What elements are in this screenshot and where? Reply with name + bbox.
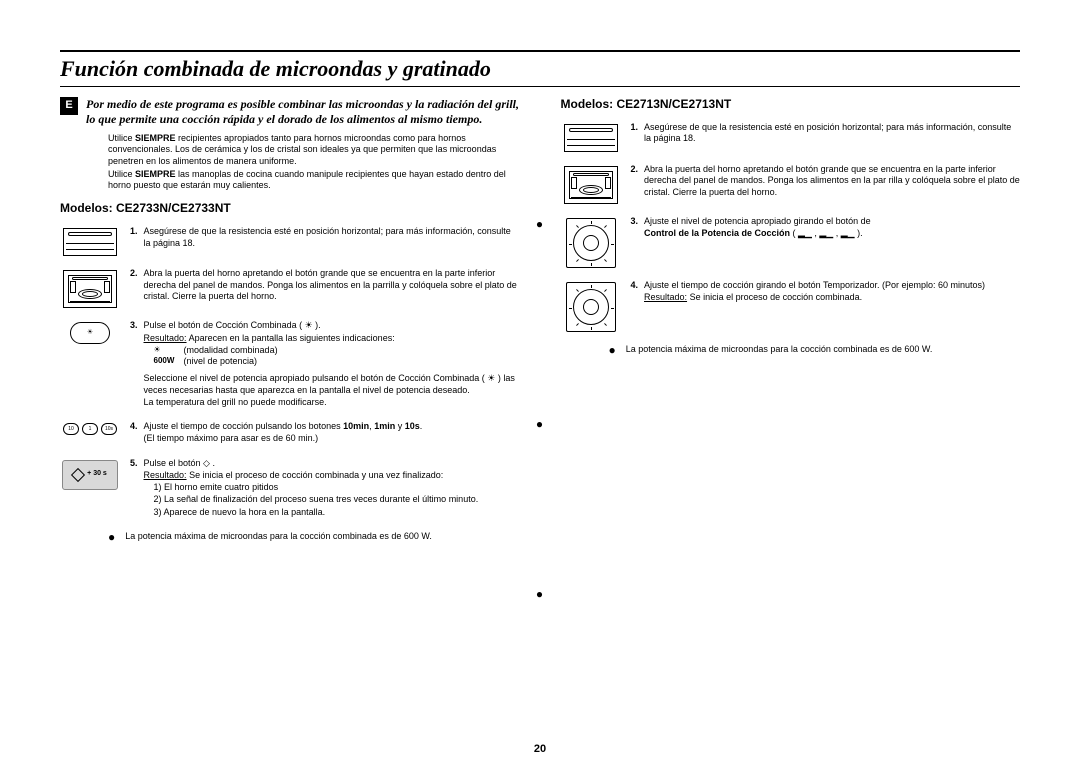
figure-timer-dial — [561, 280, 621, 332]
s3-p2: Seleccione el nivel de potencia apropiad… — [144, 373, 520, 396]
step-number: 1. — [130, 226, 138, 249]
step-number: 3. — [631, 216, 639, 241]
rule-under-title — [60, 86, 1020, 87]
s4-t: Ajuste el tiempo de cocción pulsando los… — [144, 421, 344, 431]
s5-item2: 2) La señal de finalización del proceso … — [154, 494, 520, 505]
rule-top — [60, 50, 1020, 52]
s5-item1: 1) El horno emite cuatro pitidos — [154, 482, 520, 493]
intro-row: E Por medio de este programa es posible … — [60, 97, 520, 127]
step-text: Ajuste el tiempo de cocción girando el b… — [644, 280, 1020, 305]
step-text: Ajuste el tiempo de cocción pulsando los… — [144, 421, 520, 446]
left-section-heading: Modelos: CE2733N/CE2733NT — [60, 201, 520, 216]
left-step-4: 10 1 10s 4. Ajuste el tiempo de cocción … — [60, 421, 520, 446]
right-column: Modelos: CE2713N/CE2713NT 1. Asegúrese d… — [561, 97, 1021, 543]
s3-line1: Pulse el botón de Cocción Combinada ( ☀ … — [144, 320, 520, 331]
result-label: Resultado: — [644, 292, 687, 302]
left-footnote-row: ● La potencia máxima de microondas para … — [108, 531, 520, 543]
step-text: Abra la puerta del horno apretando el bo… — [644, 164, 1020, 198]
s5-item3: 3) Aparece de nuevo la hora en la pantal… — [154, 507, 520, 518]
s4-10min: 10min — [343, 421, 369, 431]
s4-line2: (El tiempo máximo para asar es de 60 min… — [144, 433, 520, 444]
figure-oven-open — [60, 268, 120, 308]
step-number: 5. — [130, 458, 138, 519]
right-step-1: 1. Asegúrese de que la resistencia esté … — [561, 122, 1021, 152]
step-text: Asegúrese de que la resistencia esté en … — [144, 226, 520, 249]
two-column-layout: E Por medio de este programa es posible … — [60, 97, 1020, 543]
indicator-icon: ☀ — [154, 345, 184, 356]
left-step-1: 1. Asegúrese de que la resistencia esté … — [60, 226, 520, 256]
s4-line1: Ajuste el tiempo de cocción girando el b… — [644, 280, 1020, 291]
result-label: Resultado: — [144, 470, 187, 480]
figure-power-dial — [561, 216, 621, 268]
right-step-2: 2. Abra la puerta del horno apretando el… — [561, 164, 1021, 204]
s3-rest: ( ▂▁ , ▂▁ , ▂▁ ). — [790, 228, 863, 238]
s3-p3: La temperatura del grill no puede modifi… — [144, 397, 520, 408]
right-step-4: 4. Ajuste el tiempo de cocción girando e… — [561, 280, 1021, 332]
intro-p2a: Utilice — [108, 169, 135, 179]
bullet-icon: ● — [108, 531, 115, 543]
language-badge: E — [60, 97, 78, 115]
result-label: Resultado: — [144, 333, 187, 343]
figure-combi-button: ☀ — [60, 320, 120, 344]
step-text: Ajuste el nivel de potencia apropiado gi… — [644, 216, 1020, 241]
left-step-3: ☀ 3. Pulse el botón de Cocción Combinada… — [60, 320, 520, 409]
bullet-icon: ● — [609, 344, 616, 356]
step-text: Asegúrese de que la resistencia esté en … — [644, 122, 1020, 145]
intro-p1b: SIEMPRE — [135, 133, 176, 143]
step-number: 3. — [130, 320, 138, 409]
figure-grill-element — [60, 226, 120, 256]
indicator-desc: (modalidad combinada) — [184, 345, 520, 356]
page-number: 20 — [0, 743, 1080, 755]
s5-line1: Pulse el botón ◇ . — [144, 458, 520, 469]
figure-grill-element — [561, 122, 621, 152]
step-text: Pulse el botón ◇ . Resultado: Se inicia … — [144, 458, 520, 519]
intro-p2b: SIEMPRE — [135, 169, 176, 179]
column-divider: ● ● ● — [540, 97, 541, 543]
s4-t: y — [395, 421, 405, 431]
indicator-600w: 600W — [154, 356, 175, 365]
step-number: 1. — [631, 122, 639, 145]
step-number: 2. — [631, 164, 639, 198]
left-column: E Por medio de este programa es posible … — [60, 97, 520, 543]
step-number: 4. — [631, 280, 639, 305]
s4-10s: 10s — [405, 421, 420, 431]
intro-body: Utilice SIEMPRE recipientes apropiados t… — [108, 133, 520, 191]
left-footnote: La potencia máxima de microondas para la… — [125, 531, 432, 543]
figure-start-panel: + 30 s — [60, 458, 120, 490]
result-text: Se inicia el proceso de cocción combinad… — [189, 470, 443, 480]
right-section-heading: Modelos: CE2713N/CE2713NT — [561, 97, 1021, 112]
right-footnote: La potencia máxima de microondas para la… — [626, 344, 933, 356]
intro-p1a: Utilice — [108, 133, 135, 143]
left-step-2: 2. Abra la puerta del horno apretando el… — [60, 268, 520, 308]
result-text: Aparecen en la pantalla las siguientes i… — [189, 333, 395, 343]
step-number: 4. — [130, 421, 138, 446]
s4-1min: 1min — [374, 421, 395, 431]
result-text: Se inicia el proceso de cocción combinad… — [690, 292, 863, 302]
figure-oven-open — [561, 164, 621, 204]
step-text: Abra la puerta del horno apretando el bo… — [144, 268, 520, 302]
right-step-3: 3. Ajuste el nivel de potencia apropiado… — [561, 216, 1021, 268]
right-footnote-row: ● La potencia máxima de microondas para … — [609, 344, 1021, 356]
indicator-desc: (nivel de potencia) — [184, 356, 520, 367]
step-text: Pulse el botón de Cocción Combinada ( ☀ … — [144, 320, 520, 409]
s3-line1: Ajuste el nivel de potencia apropiado gi… — [644, 216, 1020, 227]
step-number: 2. — [130, 268, 138, 302]
s3-bold: Control de la Potencia de Cocción — [644, 228, 790, 238]
intro-bold-text: Por medio de este programa es posible co… — [86, 97, 520, 127]
s4-t: . — [420, 421, 423, 431]
figure-time-buttons: 10 1 10s — [60, 421, 120, 435]
left-step-5: + 30 s 5. Pulse el botón ◇ . Resultado: … — [60, 458, 520, 519]
page-title: Función combinada de microondas y gratin… — [60, 56, 1020, 82]
